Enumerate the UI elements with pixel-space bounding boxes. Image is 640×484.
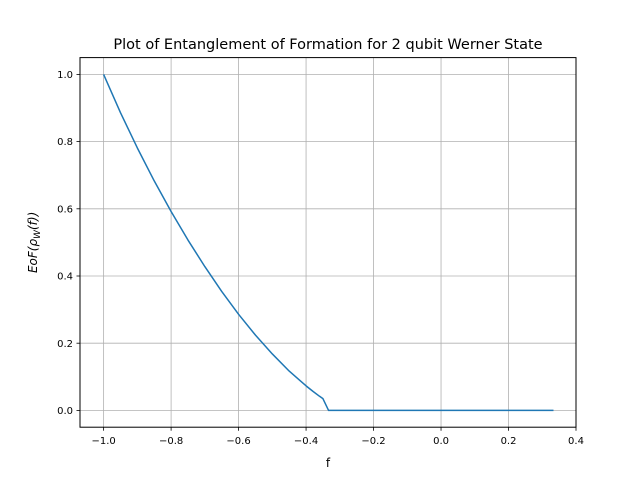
series-layer (102, 74, 554, 412)
x-tick-label: 0.2 (501, 436, 517, 447)
x-tick-label: −0.8 (159, 436, 183, 447)
y-tick-label: 0.6 (57, 204, 73, 215)
y-tick-label: 0.2 (57, 339, 73, 350)
x-axis-label: f (326, 456, 331, 470)
y-axis-label-rho: ρ (26, 239, 40, 247)
grid (80, 57, 577, 428)
plot-frame (79, 57, 577, 428)
ticks: −1.0 −0.8 −0.6 −0.4 −0.2 0.0 0.2 0.4 0.0 0.2 0.4 0.… (57, 70, 584, 447)
y-tick-label: 0.8 (57, 137, 73, 148)
x-tick-label: 0.4 (568, 436, 584, 447)
x-tick-label: 0.0 (433, 436, 449, 447)
x-tick-label: −0.2 (361, 436, 385, 447)
y-axis-label-prefix: EoF( (26, 245, 40, 273)
x-tick-label: −0.4 (294, 436, 318, 447)
y-axis-label-suffix: (f)) (26, 212, 40, 230)
chart-title: Plot of Entanglement of Formation for 2 … (113, 37, 542, 53)
series-line (102, 74, 554, 412)
y-tick-label: 1.0 (57, 70, 73, 81)
y-tick-label: 0.4 (57, 272, 73, 283)
x-tick-label: −1.0 (91, 436, 115, 447)
x-tick-label: −0.6 (226, 436, 250, 447)
y-axis-label-subscript: W (33, 229, 43, 239)
y-tick-label: 0.0 (57, 406, 73, 417)
y-axis-label: EoF(ρW(f)) (26, 212, 43, 273)
